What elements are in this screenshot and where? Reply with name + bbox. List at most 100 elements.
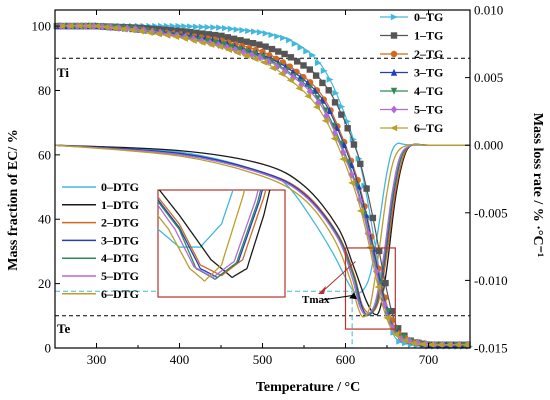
- tg-marker-6: [356, 207, 364, 215]
- legend-tg-marker-3: [390, 68, 398, 76]
- tg-marker-0: [291, 40, 299, 47]
- inset-dtg-line-5: [158, 190, 259, 279]
- tg-marker-1: [338, 111, 345, 118]
- legend-dtg-label-5: 5–DTG: [101, 269, 139, 283]
- x-tick-label: 500: [253, 352, 273, 367]
- tmax-arrowhead: [349, 292, 358, 300]
- tg-marker-6: [304, 93, 312, 100]
- tg-marker-1: [388, 307, 396, 315]
- tg-marker-1: [161, 26, 168, 33]
- tg-marker-1: [186, 28, 194, 36]
- tg-marker-6: [75, 22, 83, 30]
- tg-marker-1: [243, 38, 250, 45]
- tg-marker-6: [57, 22, 65, 30]
- inset-dtg-line-1: [158, 190, 271, 279]
- tg-marker-0: [396, 338, 404, 345]
- legend-tg-marker-6: [390, 124, 398, 132]
- tg-marker-6: [207, 41, 215, 48]
- tg-marker-1: [331, 99, 339, 106]
- tg-marker-6: [119, 26, 127, 33]
- tg-marker-1: [325, 87, 332, 94]
- tg-marker-1: [312, 72, 320, 79]
- legend-dtg-label-6: 6–DTG: [101, 287, 139, 301]
- zoom-leader-line: [321, 261, 356, 293]
- tg-marker-0: [256, 29, 264, 36]
- tg-marker-6: [145, 29, 153, 36]
- legend-dtg-label-3: 3–DTG: [101, 233, 139, 247]
- legend-dtg-label-1: 1–DTG: [101, 198, 139, 212]
- x-tick-label: 400: [170, 352, 190, 367]
- tg-marker-1: [237, 37, 244, 44]
- tg-marker-6: [418, 340, 426, 348]
- tg-marker-0: [309, 51, 317, 59]
- y-tick-label: 0: [45, 341, 52, 356]
- tg-marker-6: [66, 22, 74, 30]
- tg-marker-0: [216, 24, 224, 31]
- x-tick-label: 700: [419, 352, 439, 367]
- tg-marker-6: [277, 70, 285, 78]
- tg-marker-6: [110, 24, 118, 32]
- tg-marker-0: [245, 27, 253, 35]
- tg-marker-0: [187, 23, 195, 30]
- inset-dtg-line-2: [158, 190, 267, 277]
- tg-marker-6: [216, 43, 224, 50]
- y2-tick-label: 0.000: [474, 138, 503, 153]
- tmax-arrow-line: [321, 294, 355, 301]
- tg-marker-6: [154, 30, 162, 38]
- tg-marker-0: [181, 23, 189, 30]
- tg-marker-4: [251, 51, 259, 59]
- tg-marker-6: [260, 59, 268, 66]
- legend-dtg-label-2: 2–DTG: [101, 216, 139, 230]
- legend-tg-label-1: 1–TG: [414, 29, 443, 43]
- tg-marker-6: [462, 341, 470, 348]
- tg-marker-1: [180, 28, 187, 35]
- tg-marker-6: [321, 117, 329, 124]
- tg-marker-1: [193, 29, 200, 37]
- tg-marker-4: [212, 39, 220, 47]
- tg-marker-6: [444, 341, 452, 348]
- tg-marker-1: [199, 30, 206, 37]
- tg-marker-6: [427, 341, 435, 348]
- tg-marker-1: [211, 31, 219, 39]
- legend-tg-marker-1: [390, 32, 398, 39]
- y-tick-label: 60: [38, 147, 51, 162]
- tg-marker-1: [357, 160, 364, 168]
- tg-marker-6: [233, 49, 241, 57]
- tg-marker-0: [227, 25, 235, 33]
- tg-marker-0: [192, 23, 200, 30]
- tg-marker-6: [101, 23, 109, 31]
- legend-tg-label-0: 0–TG: [414, 10, 443, 24]
- tg-marker-1: [230, 35, 238, 43]
- tg-marker-1: [174, 27, 181, 34]
- y-tick-label: 40: [38, 212, 51, 227]
- tg-marker-1: [319, 79, 326, 87]
- tg-marker-6: [251, 55, 259, 63]
- te-label: Te: [57, 321, 70, 336]
- tg-marker-6: [189, 37, 197, 44]
- tg-marker-1: [363, 185, 370, 192]
- ti-label: Ti: [57, 65, 69, 80]
- tg-marker-0: [268, 31, 276, 39]
- tg-marker-0: [210, 24, 218, 31]
- tmax-label: Tmax: [302, 294, 330, 306]
- tg-marker-3: [326, 107, 333, 115]
- zoom-inset: [157, 189, 396, 330]
- y2-tick-label: -0.010: [474, 273, 508, 288]
- tg-marker-6: [198, 39, 206, 46]
- zoom-region-box: [344, 247, 396, 330]
- tg-marker-1: [293, 58, 301, 65]
- tg-marker-6: [400, 337, 408, 344]
- tg-marker-0: [338, 103, 346, 110]
- legend-tg: 0–TG 1–TG 2–TG 3–TG 4–TG 5–TG 6–TG: [380, 10, 443, 135]
- tg-marker-1: [375, 247, 383, 255]
- tg-marker-6: [392, 331, 400, 338]
- legend-tg-label-5: 5–TG: [414, 103, 443, 117]
- tg-marker-5: [223, 43, 231, 52]
- tg-marker-4: [314, 95, 321, 103]
- axes: 300 400 500 600 700 0 20 40 60 80 100 -0.015 -0.010 -…: [32, 3, 508, 368]
- tg-series: [53, 22, 473, 350]
- tg-marker-5: [306, 87, 314, 96]
- y2-axis-title: Mass loss rate / % ·°C⁻¹: [530, 113, 545, 257]
- dtg-series: [54, 142, 470, 318]
- x-tick-label: 300: [87, 352, 107, 367]
